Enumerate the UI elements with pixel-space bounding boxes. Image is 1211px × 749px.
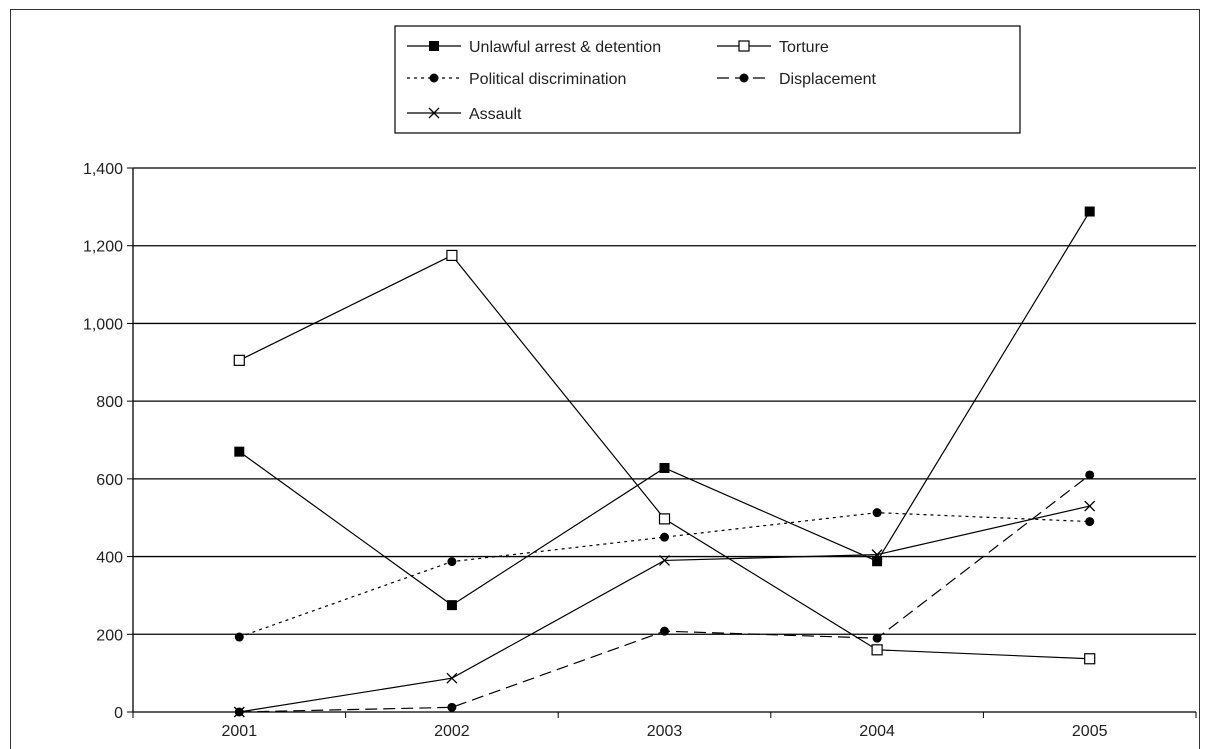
- data-point: [233, 354, 245, 366]
- legend-label: Unlawful arrest & detention: [469, 39, 661, 56]
- x-tick-label: 2005: [1072, 723, 1108, 740]
- data-point: [660, 626, 669, 636]
- gridlines: [133, 167, 1196, 635]
- x-tick-labels: 2001 2002 2003 2004 2005: [222, 723, 1108, 740]
- data-point: [447, 557, 457, 567]
- series-displacement: [234, 470, 1095, 717]
- data-point: [658, 513, 671, 525]
- series-assault: [233, 500, 1096, 718]
- legend-marker: [428, 107, 440, 119]
- x-tick-label: 2003: [647, 723, 683, 740]
- data-point: [660, 532, 669, 542]
- x-tick-label: 2004: [859, 723, 895, 740]
- legend: Unlawful arrest & detention Torture Politi…: [394, 25, 1021, 134]
- legend-label: Political discrimination: [469, 71, 626, 88]
- series-line-political-discrimination: [239, 512, 1090, 638]
- y-tick-labels: 0 200 400 600 800 1,000 1,200 1,400: [83, 161, 123, 722]
- data-point: [233, 706, 245, 718]
- legend-marker: [739, 73, 749, 83]
- data-point: [659, 554, 670, 566]
- data-point: [1085, 470, 1095, 480]
- data-point: [234, 446, 245, 457]
- y-tick-label: 1,400: [83, 161, 123, 178]
- data-point: [447, 702, 457, 712]
- data-point: [1084, 206, 1095, 217]
- legend-box: [394, 25, 1021, 134]
- data-point: [234, 632, 244, 642]
- data-point: [446, 672, 458, 684]
- data-point: [871, 644, 883, 656]
- y-tick-label: 800: [96, 394, 123, 411]
- legend-marker: [429, 73, 439, 83]
- data-point: [872, 556, 883, 567]
- x-tick-label: 2001: [222, 723, 258, 740]
- x-tick-label: 2002: [434, 723, 470, 740]
- legend-item: Torture: [717, 39, 829, 56]
- legend-marker: [429, 41, 439, 51]
- legend-label: Torture: [779, 39, 829, 56]
- legend-item: Political discrimination: [407, 71, 626, 88]
- data-point: [446, 249, 458, 262]
- data-point: [1084, 500, 1096, 512]
- y-tick-label: 400: [96, 550, 123, 567]
- data-point: [446, 600, 457, 611]
- legend-item: Assault: [407, 106, 522, 123]
- y-tick-label: 1,000: [83, 316, 123, 333]
- data-point: [659, 462, 670, 473]
- y-tick-label: 200: [96, 627, 123, 644]
- series-line-torture: [239, 254, 1090, 660]
- y-tick-label: 1,200: [83, 239, 123, 256]
- axes: [127, 167, 1197, 718]
- series-group: [233, 206, 1096, 718]
- legend-label: Assault: [469, 106, 522, 123]
- series-unlawful-arrest-detention: [234, 206, 1095, 611]
- series-political-discrimination: [234, 508, 1095, 642]
- data-point: [871, 549, 883, 561]
- data-point: [872, 508, 882, 518]
- y-tick-label: 600: [96, 472, 123, 489]
- series-line-unlawful-arrest-detention: [238, 211, 1091, 606]
- legend-marker: [738, 40, 750, 52]
- series-line-displacement: [239, 474, 1091, 713]
- series-torture: [233, 249, 1096, 665]
- data-point: [872, 633, 882, 643]
- legend-label: Displacement: [779, 71, 876, 88]
- legend-item: Unlawful arrest & detention: [407, 39, 661, 56]
- data-point: [1084, 653, 1096, 665]
- legend-item: Displacement: [717, 71, 876, 88]
- y-tick-label: 0: [114, 705, 123, 722]
- data-point: [1085, 517, 1095, 527]
